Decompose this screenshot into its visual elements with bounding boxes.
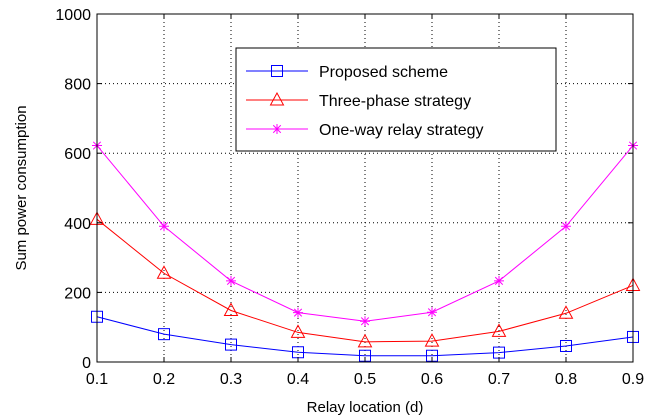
data-point <box>226 275 236 286</box>
data-point <box>225 338 237 351</box>
y-tick-label: 200 <box>64 285 91 302</box>
legend-label: One-way relay strategy <box>319 122 484 139</box>
legend-item: One-way relay strategy <box>246 122 484 139</box>
data-point <box>159 221 169 232</box>
data-point <box>293 307 303 318</box>
data-point <box>491 323 507 337</box>
x-tick-label: 0.7 <box>488 371 510 388</box>
data-point <box>560 339 572 352</box>
data-point <box>558 305 574 319</box>
x-tick-label: 0.1 <box>86 371 108 388</box>
data-point <box>223 302 239 316</box>
data-point <box>360 316 370 327</box>
y-tick-label: 1000 <box>55 7 91 24</box>
data-point <box>494 275 504 286</box>
x-axis-label: Relay location (d) <box>307 399 424 416</box>
data-point <box>290 324 306 338</box>
y-tick-label: 600 <box>64 146 91 163</box>
x-tick-label: 0.5 <box>354 371 376 388</box>
data-point <box>158 328 170 341</box>
series-3 <box>92 140 638 327</box>
x-tick-label: 0.2 <box>153 371 175 388</box>
ticks: 0.1 0.2 0.3 0.4 0.5 0.6 0.7 0.8 0.9 0 200 400 600 800… <box>55 7 644 388</box>
y-tick-label: 800 <box>64 77 91 94</box>
x-tick-label: 0.9 <box>622 371 644 388</box>
legend-label: Proposed scheme <box>319 64 448 81</box>
x-tick-label: 0.3 <box>220 371 242 388</box>
data-point <box>156 265 172 279</box>
legend-item: Three-phase strategy <box>246 91 471 110</box>
legend-label: Three-phase strategy <box>319 93 471 110</box>
y-axis-label: Sum power consumption <box>13 105 30 270</box>
legend-marker <box>269 91 285 106</box>
y-tick-label: 0 <box>82 355 91 372</box>
x-tick-label: 0.4 <box>287 371 309 388</box>
series-line <box>96 218 634 343</box>
series-layer <box>89 140 641 362</box>
y-tick-label: 400 <box>64 216 91 233</box>
data-point <box>357 333 373 348</box>
x-tick-label: 0.6 <box>421 371 443 388</box>
x-tick-label: 0.8 <box>555 371 577 388</box>
data-point <box>424 333 440 347</box>
legend-marker <box>272 124 282 134</box>
legend: Proposed scheme Three-phase strategy One-w… <box>235 47 557 152</box>
legend-marker <box>271 65 283 77</box>
legend-item: Proposed scheme <box>246 64 448 81</box>
series-line <box>96 316 634 357</box>
data-point <box>561 221 571 232</box>
data-point <box>427 307 437 318</box>
